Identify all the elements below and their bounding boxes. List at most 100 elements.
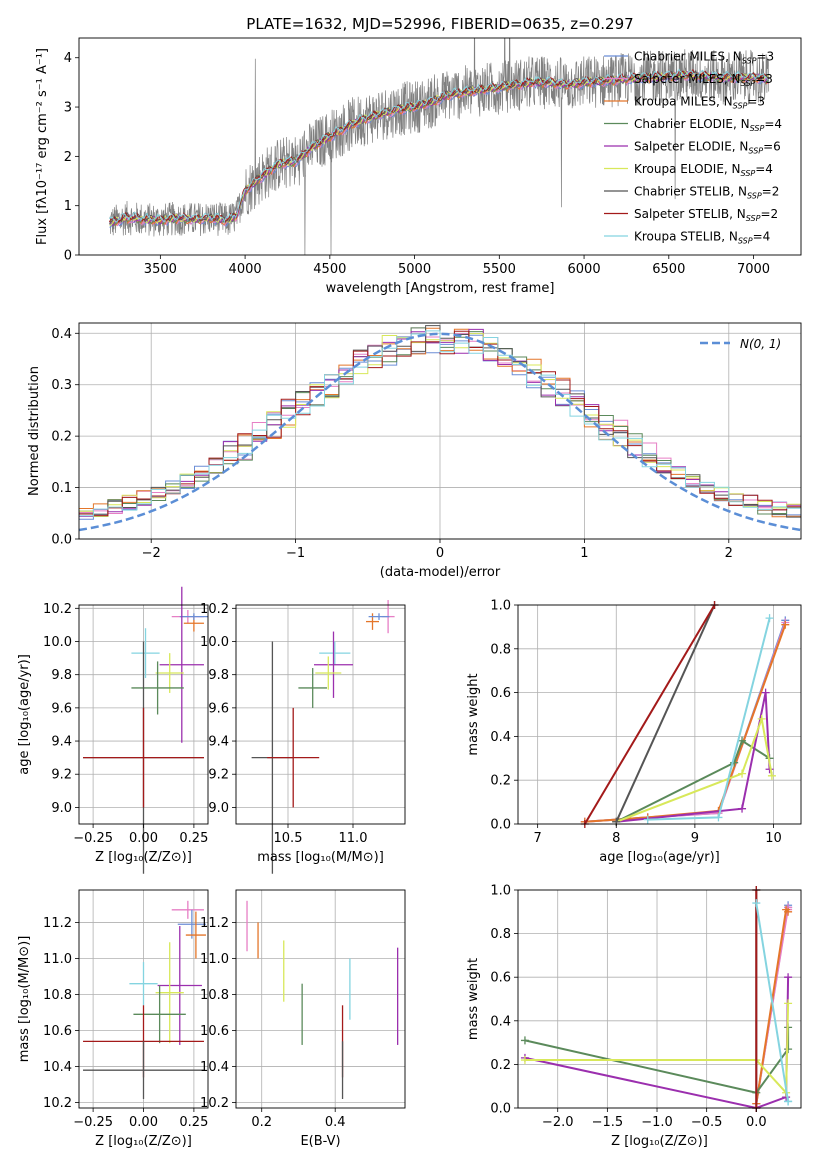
y-tick-label: 10.2 [43,1096,72,1111]
legend-label-text: Chabrier STELIB, N [634,185,747,199]
legend-label-subscript: SSP [748,147,763,156]
y-tick-label: 0.6 [490,971,511,986]
weight-line [584,619,787,823]
errorbar-point [267,707,320,808]
errorbar-point [314,631,353,698]
y-tick-label: 10.0 [43,635,72,650]
y-tick-label: 9.0 [51,801,72,816]
x-tick-label: −1.0 [641,1115,673,1130]
weight-line [584,622,787,823]
mass-EBV-axes [236,890,405,1108]
y-tick-label: 0.0 [490,818,511,833]
age-weight-frame: 7 8 9 10 0.0 0.2 0.4 0.6 0.8 1.0 age [log₁₀(age/yr… [466,599,802,865]
errorbar-point [83,1041,204,1099]
legend-label-text: Kroupa STELIB, N [634,230,738,244]
x-axis-label: Z [log₁₀(Z/Z⊙)] [611,1134,708,1149]
x-tick-label: 9 [691,831,699,846]
legend-label: Chabrier ELODIE, NSSP=4 [634,117,782,133]
legend-label: Salpeter MILES, NSSP=3 [634,72,773,88]
y-tick-label: 10.6 [200,1024,229,1039]
x-tick-label: 11.0 [339,831,368,846]
errorbar-point [83,707,204,808]
y-tick-label: 10.2 [200,602,229,617]
legend-label-subscript: SSP [750,124,765,133]
y-axis-label: mass weight [466,958,481,1040]
y-tick-label: 9.2 [208,768,229,783]
errorbar-point [159,586,204,743]
legend-label-count: =6 [763,140,781,154]
errorbar-point [155,942,184,1044]
legend-label-count: =3 [756,50,774,64]
y-tick-label: 10.2 [43,602,72,617]
axes-frame [235,889,406,1109]
x-tick-label: −0.25 [73,831,113,846]
y-tick-label: 0.4 [490,730,511,745]
weight-series [612,714,776,826]
errorbar-point [129,962,158,1006]
axes-frame [78,37,802,256]
legend-label-count: =3 [755,72,773,86]
spectrum-curves [109,38,770,255]
weight-series [612,601,719,826]
weight-line [525,1003,790,1096]
x-tick-label: 8 [612,831,620,846]
y-tick-label: 10.8 [43,988,72,1003]
x-tick-label: 0.00 [129,831,158,846]
weight-marker [520,1036,529,1045]
errorbar-point [177,909,206,939]
y-tick-label: 0.4 [51,327,72,342]
weight-marker [738,804,747,813]
model-spectrum-line [109,71,769,226]
x-tick-label: 7000 [737,262,770,277]
x-tick-label: 0.0 [746,1115,767,1130]
legend-label-count: =2 [760,207,778,221]
weight-marker [643,815,652,824]
x-axis-label: age [log₁₀(age/yr)] [599,850,720,865]
weight-series [643,614,774,824]
weight-marker [784,999,793,1008]
y-tick-label: 0.2 [490,774,511,789]
errorbar-point [368,613,390,620]
x-tick-label: 0.25 [179,1115,208,1130]
x-axis-label: (data-model)/error [380,565,501,580]
legend-label-count: =3 [747,95,765,109]
x-tick-label: 10.5 [274,831,303,846]
x-tick-label: 0 [436,546,444,561]
weight-line [615,739,771,823]
x-tick-label: 6000 [568,262,601,277]
y-axis-label: mass weight [466,673,481,755]
x-tick-label: 1 [580,546,588,561]
age-Z-frame: −0.25 0.00 0.25 9.0 9.2 9.4 9.6 9.8 10.0 10.2 Z [l… [17,602,209,865]
y-tick-label: 0.8 [490,642,511,657]
x-tick-label: 3500 [144,262,177,277]
plot-area: 3500 4000 4500 5000 5500 6000 6500 7000 0 1 2 3 4 wav… [17,37,802,1149]
x-tick-label: −1 [286,546,305,561]
Z-weight-axes [518,886,801,1112]
weight-series [580,601,719,828]
y-tick-label: 1.0 [490,884,511,899]
legend-label-text: Salpeter STELIB, N [634,207,746,221]
legend-label-count: =4 [755,162,773,176]
weight-line [524,977,790,1110]
weight-marker [714,813,723,822]
x-axis-label: E(B-V) [300,1134,340,1149]
y-axis-label: Flux [fλ10⁻¹⁷ erg cm⁻² s⁻¹ A⁻¹] [35,48,50,245]
errorbar-point [298,668,327,708]
axes-frame [517,889,802,1109]
legend-label-subscript: SSP [742,57,757,66]
legend-label-text: Chabrier MILES, N [634,50,742,64]
y-tick-label: 9.8 [208,668,229,683]
x-tick-label: −2.0 [542,1115,574,1130]
weight-marker [767,771,776,780]
weight-marker [784,1097,793,1106]
weight-line [615,715,773,823]
weight-marker [784,973,793,982]
x-tick-label: 5500 [483,262,516,277]
x-tick-label: −0.5 [691,1115,723,1130]
legend-label-subscript: SSP [738,237,753,246]
y-tick-label: 0.8 [490,927,511,942]
legend-label-count: =4 [764,117,782,131]
y-tick-label: 11.2 [200,916,229,931]
x-tick-label: 4500 [313,262,346,277]
legend-label: Chabrier MILES, NSSP=3 [634,50,774,66]
